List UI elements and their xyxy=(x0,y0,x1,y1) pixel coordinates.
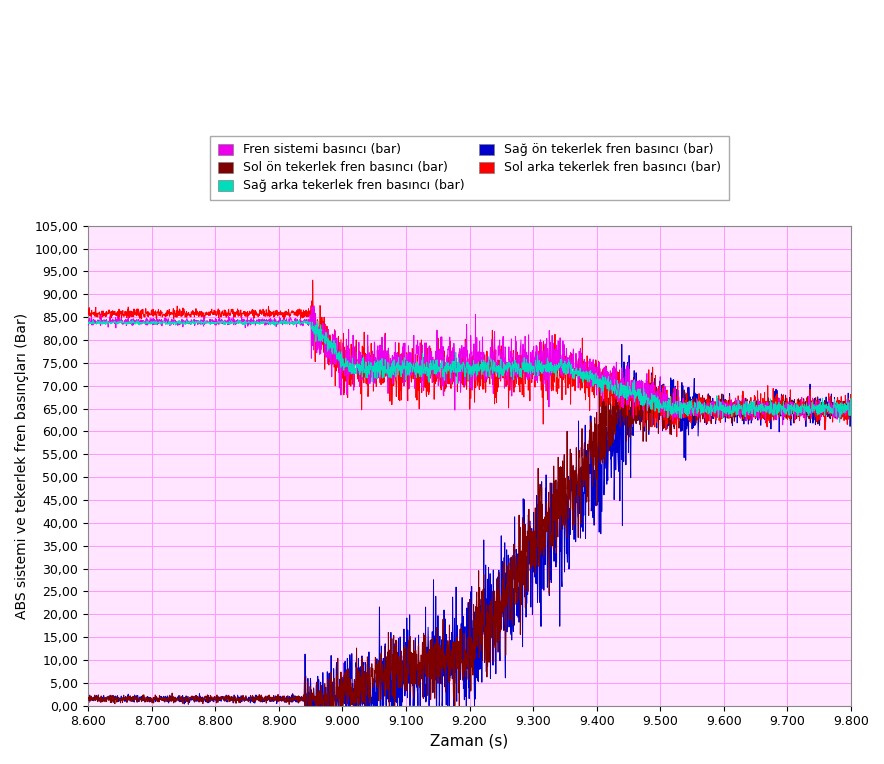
Legend: Fren sistemi basıncı (bar), Sol ön tekerlek fren basıncı (bar), Sağ arka tekerle: Fren sistemi basıncı (bar), Sol ön teker… xyxy=(210,136,729,200)
X-axis label: Zaman (s): Zaman (s) xyxy=(431,734,508,749)
Y-axis label: ABS sistemi ve tekerlek fren basınçları (Bar): ABS sistemi ve tekerlek fren basınçları … xyxy=(15,312,29,619)
